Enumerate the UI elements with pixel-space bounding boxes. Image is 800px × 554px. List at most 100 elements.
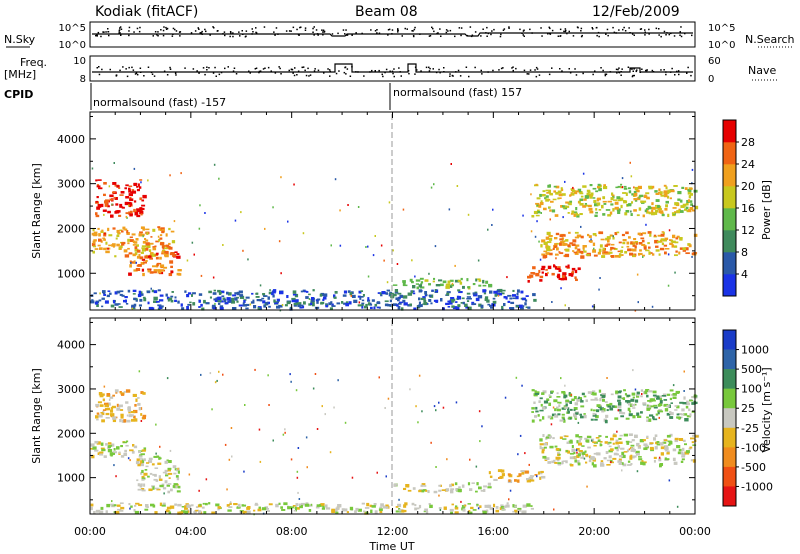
data-cell [264,506,269,510]
data-cell [562,205,565,208]
data-cell [609,249,612,251]
data-dot [128,30,130,32]
data-cell [110,407,114,410]
data-cell [498,292,503,296]
data-cell [126,414,129,417]
data-cell [581,252,584,255]
data-dot [156,34,158,36]
data-cell [136,208,141,213]
data-cell [666,393,671,396]
data-cell [100,447,105,450]
data-cell [460,500,462,503]
data-cell [148,249,152,253]
data-cell [257,307,260,310]
colorbar-swatch [723,408,736,429]
data-cell [520,290,524,294]
data-dot [202,67,205,69]
data-dot [633,34,635,36]
data-cell [99,404,104,407]
data-cell [434,245,437,248]
data-cell [541,406,546,410]
data-cell [672,234,676,239]
data-dot [391,29,394,31]
data-cell [597,439,601,443]
data-cell [654,239,659,244]
data-cell [690,193,694,196]
data-cell [345,303,350,307]
data-dot [663,69,665,71]
data-cell [130,505,133,508]
data-cell [645,249,650,252]
data-cell [124,449,128,453]
data-cell [475,297,480,302]
data-cell [325,507,331,510]
data-cell [627,402,631,406]
data-cell [575,212,578,215]
data-cell [233,503,238,506]
data-dot [171,35,174,37]
data-cell [140,213,143,216]
data-cell [281,304,284,306]
data-cell [129,507,131,510]
data-cell [662,232,665,235]
data-cell [165,293,168,297]
data-cell [107,407,111,411]
data-cell [555,257,557,260]
data-cell [570,464,574,467]
data-cell [623,433,628,437]
data-dot [349,75,352,77]
data-cell [535,410,539,413]
data-cell [395,297,400,301]
data-cell [228,458,231,461]
data-cell [676,416,681,419]
data-cell [558,456,561,460]
data-cell [615,441,620,445]
data-cell [571,272,574,275]
data-cell [539,476,542,480]
data-cell [110,413,115,417]
data-cell [94,301,98,305]
data-cell [664,251,667,255]
data-cell [239,510,244,513]
data-cell [575,434,579,438]
data-dot [629,67,632,70]
data-cell [561,460,564,465]
data-cell [581,392,585,396]
data-cell [576,460,580,464]
data-cell [122,441,127,444]
data-cell [268,404,270,406]
data-cell [100,442,104,446]
data-cell [226,297,231,301]
data-cell [139,231,143,234]
data-cell [605,435,609,438]
data-cell [667,253,670,256]
data-cell [346,511,349,514]
data-cell [545,236,550,240]
data-cell [125,303,129,305]
data-dot [443,67,445,69]
data-cell [627,460,631,463]
x-tick-label: 12:00 [377,525,409,538]
data-dot [620,74,622,76]
data-cell [134,252,138,256]
data-cell [539,258,542,261]
data-cell [111,203,113,206]
data-cell [546,248,551,252]
data-cell [134,248,139,252]
data-dot [574,68,576,70]
data-cell [610,197,614,201]
data-cell [451,282,454,285]
data-cell [195,509,199,512]
data-cell [385,504,389,508]
data-cell [99,510,104,514]
data-cell [573,251,577,254]
colorbar-swatch [723,230,736,253]
data-cell [418,504,422,509]
nsearch-dots [95,26,693,38]
colorbar-swatch [723,447,736,468]
data-cell [591,462,595,466]
data-region [540,231,698,259]
data-cell [140,291,143,294]
data-cell [157,262,162,265]
